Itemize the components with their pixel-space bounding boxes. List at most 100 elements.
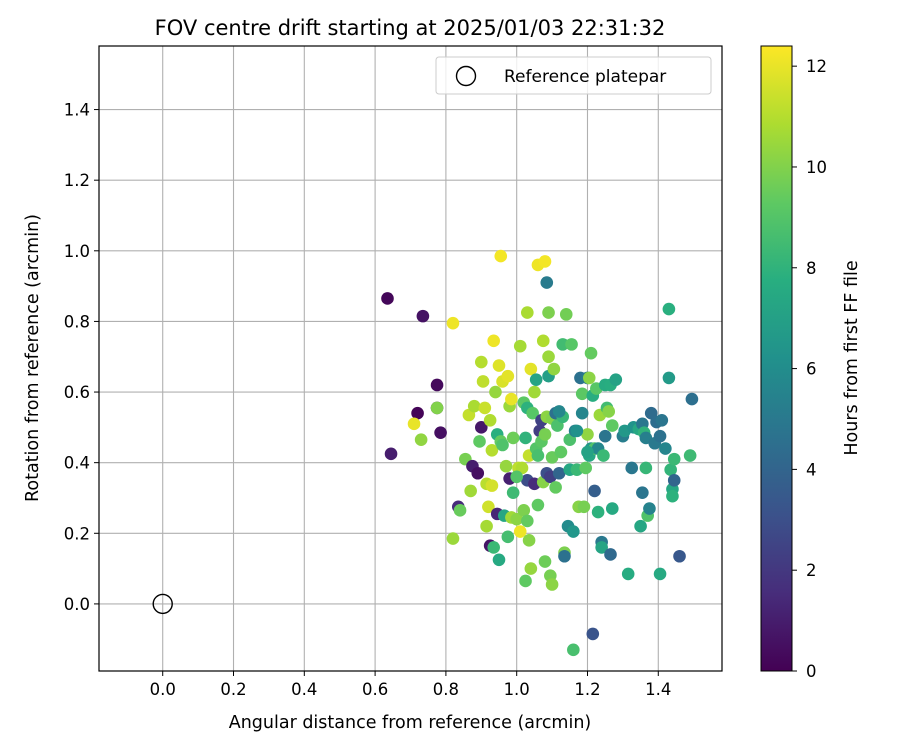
y-tick-label: 0.2 xyxy=(64,524,90,543)
scatter-point xyxy=(540,276,554,289)
scatter-point xyxy=(510,512,523,526)
scatter-point xyxy=(584,346,598,360)
scatter-point xyxy=(524,562,538,575)
scatter-point xyxy=(595,541,608,554)
scatter-point xyxy=(685,392,699,406)
scatter-point xyxy=(505,392,518,406)
scatter-point xyxy=(609,373,623,386)
scatter-point xyxy=(625,461,639,475)
scatter-point xyxy=(492,553,506,567)
scatter-point xyxy=(414,433,428,447)
scatter-point xyxy=(604,548,617,561)
scatter-point xyxy=(667,452,681,466)
scatter-point xyxy=(446,532,460,545)
grid-lines xyxy=(99,46,722,671)
scatter-point xyxy=(506,486,520,499)
x-tick-label: 1.2 xyxy=(574,680,600,699)
scatter-point xyxy=(667,474,681,487)
scatter-point xyxy=(476,375,490,388)
colorbar-ticks: 0 2 4 6 8 10 12 xyxy=(792,57,827,681)
y-tick-label: 0.8 xyxy=(64,312,90,331)
scatter-point xyxy=(547,362,561,376)
scatter-point xyxy=(556,338,570,351)
scatter-point xyxy=(506,431,520,445)
scatter-point xyxy=(602,405,616,418)
y-axis-ticks: 0.0 0.2 0.4 0.6 0.8 1.0 1.2 1.4 xyxy=(64,101,99,614)
colorbar-tick-label: 12 xyxy=(806,57,827,76)
scatter-point xyxy=(485,479,499,492)
plot-frame xyxy=(98,45,723,672)
scatter-point xyxy=(558,549,571,563)
x-tick-label: 0.4 xyxy=(291,680,317,699)
x-tick-label: 0.8 xyxy=(433,680,459,699)
scatter-point xyxy=(528,385,541,399)
scatter-point xyxy=(467,399,481,413)
x-tick-label: 0.0 xyxy=(150,680,176,699)
legend-marker-circle xyxy=(455,65,477,87)
scatter-point xyxy=(605,419,619,432)
scatter-point xyxy=(577,500,591,514)
scatter-point xyxy=(510,470,523,484)
colorbar-label: Hours from first FF file xyxy=(842,260,862,455)
scatter-point xyxy=(653,567,667,581)
scatter-point xyxy=(570,424,584,438)
scatter-point xyxy=(531,498,545,512)
scatter-point xyxy=(653,429,667,443)
scatter-point xyxy=(453,504,467,517)
scatter-point xyxy=(501,369,515,383)
legend-box xyxy=(435,56,712,95)
scatter-point xyxy=(496,438,509,452)
scatter-point xyxy=(485,444,499,457)
scatter-point xyxy=(588,484,601,498)
scatter-point xyxy=(501,530,515,544)
colorbar-tick-label: 2 xyxy=(806,561,817,580)
scatter-point xyxy=(487,334,500,348)
scatter-point xyxy=(434,426,447,439)
plot-background xyxy=(99,46,722,671)
scatter-point xyxy=(662,302,676,316)
colorbar-tick-label: 10 xyxy=(806,158,827,177)
scatter-point xyxy=(575,387,589,401)
scatter-points xyxy=(381,249,699,657)
x-tick-label: 1.0 xyxy=(504,680,530,699)
colorbar-tick-label: 6 xyxy=(806,360,817,379)
scatter-point xyxy=(384,447,398,461)
scatter-point xyxy=(430,401,444,415)
scatter-point xyxy=(598,429,612,443)
chart-title: FOV centre drift starting at 2025/01/03 … xyxy=(155,16,666,40)
scatter-point xyxy=(643,502,656,515)
scatter-point xyxy=(411,406,424,420)
scatter-point xyxy=(664,463,677,477)
scatter-point xyxy=(529,373,543,386)
scatter-point xyxy=(521,306,534,319)
scatter-point xyxy=(519,431,532,445)
y-tick-label: 0.6 xyxy=(64,383,90,402)
scatter-point xyxy=(492,359,506,372)
scatter-point xyxy=(552,405,566,418)
x-tick-label: 1.4 xyxy=(645,680,671,699)
scatter-point xyxy=(407,417,421,431)
scatter-point xyxy=(639,461,653,475)
scatter-point xyxy=(483,413,497,427)
scatter-point xyxy=(480,519,493,533)
y-tick-label: 0.4 xyxy=(64,454,90,473)
scatter-point xyxy=(513,525,527,538)
scatter-point xyxy=(538,428,552,441)
scatter-point xyxy=(416,309,430,323)
scatter-point xyxy=(471,466,485,480)
scatter-point xyxy=(565,338,578,351)
scatter-point xyxy=(666,489,679,503)
scatter-point xyxy=(487,541,500,554)
scatter-point xyxy=(478,401,492,415)
scatter-point xyxy=(567,525,580,538)
x-tick-label: 0.2 xyxy=(220,680,246,699)
y-tick-label: 0.0 xyxy=(64,595,90,614)
colorbar-tick-label: 0 xyxy=(806,662,817,681)
scatter-point xyxy=(519,574,532,588)
scatter-point xyxy=(655,413,669,427)
scatter-point xyxy=(526,406,539,420)
scatter-point xyxy=(673,549,686,563)
scatter-point xyxy=(536,334,550,348)
colorbar-gradient xyxy=(760,45,793,672)
